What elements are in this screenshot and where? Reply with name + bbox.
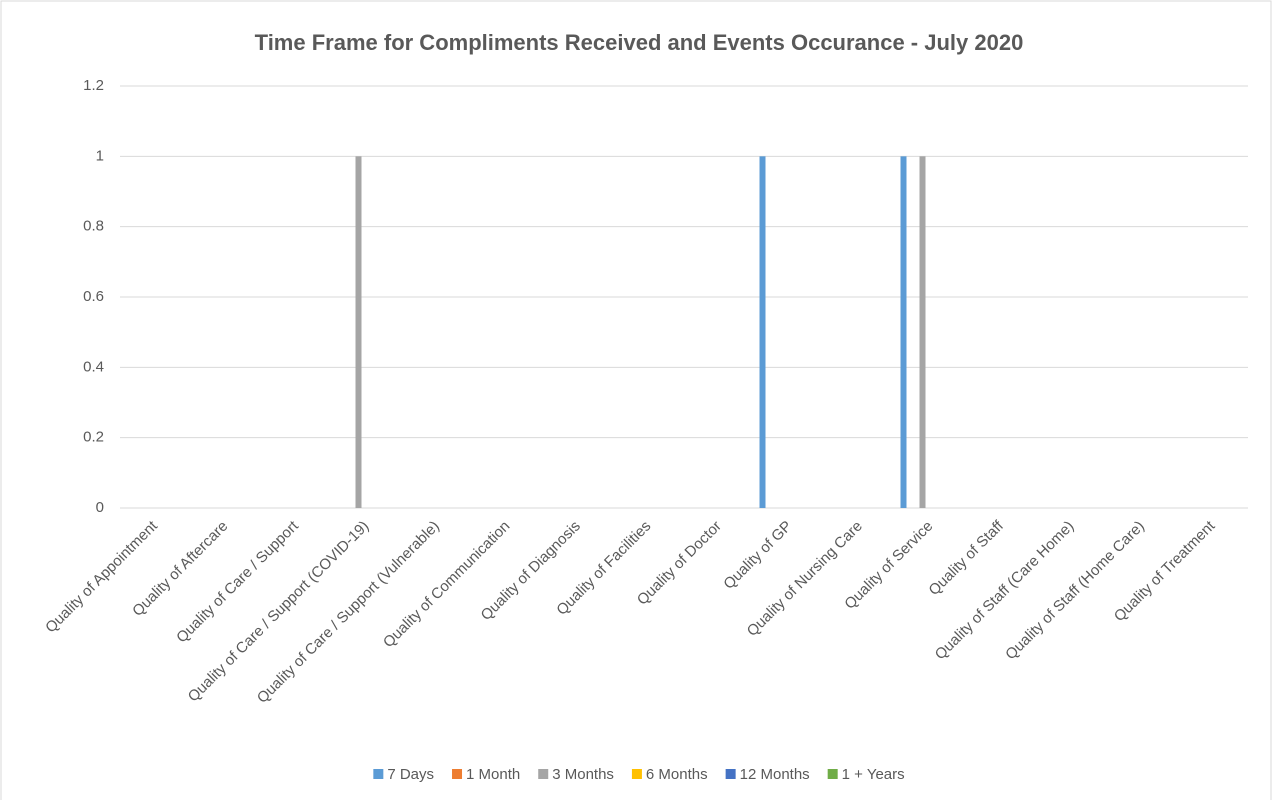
legend-swatch xyxy=(373,769,384,779)
y-tick-label: 0.4 xyxy=(83,358,104,375)
chart-title: Time Frame for Compliments Received and … xyxy=(255,30,1024,55)
y-tick-label: 0 xyxy=(96,499,104,516)
legend-label: 12 Months xyxy=(740,766,810,783)
legend-swatch xyxy=(827,769,838,779)
y-tick-label: 1 xyxy=(96,147,104,164)
bar xyxy=(919,156,926,509)
y-tick-label: 0.6 xyxy=(83,288,104,305)
legend-label: 6 Months xyxy=(646,766,708,783)
legend-swatch xyxy=(725,769,736,779)
legend-label: 7 Days xyxy=(387,766,434,783)
legend-label: 1 Month xyxy=(466,766,520,783)
legend-label: 1 + Years xyxy=(842,766,905,783)
y-tick-label: 0.2 xyxy=(83,429,104,446)
y-tick-label: 1.2 xyxy=(83,77,104,94)
bar xyxy=(900,156,907,509)
legend-swatch xyxy=(631,769,642,779)
legend-label: 3 Months xyxy=(552,766,614,783)
legend-swatch xyxy=(452,769,463,779)
bar xyxy=(355,156,362,509)
y-tick-label: 0.8 xyxy=(83,218,104,235)
bar xyxy=(759,156,766,509)
legend-swatch xyxy=(538,769,549,779)
